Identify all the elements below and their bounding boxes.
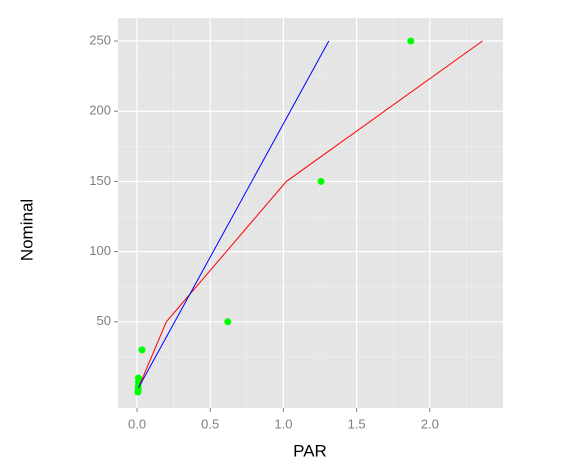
x-tick-label: 2.0 bbox=[421, 416, 439, 431]
panel bbox=[118, 18, 503, 408]
point bbox=[317, 177, 325, 185]
line bbox=[138, 40, 330, 389]
y-tick-label: 100 bbox=[89, 243, 111, 258]
x-tick-label: 0.0 bbox=[128, 416, 146, 431]
point bbox=[407, 37, 415, 45]
point bbox=[224, 318, 232, 326]
x-tick-label: 1.5 bbox=[348, 416, 366, 431]
x-tick-label: 0.5 bbox=[201, 416, 219, 431]
y-axis-label: Nominal bbox=[17, 199, 36, 261]
marks bbox=[134, 37, 483, 396]
grid bbox=[118, 18, 503, 408]
y-tick-label: 250 bbox=[89, 32, 111, 47]
y-tick-label: 50 bbox=[97, 313, 111, 328]
x-tick-label: 1.0 bbox=[274, 416, 292, 431]
y-tick-label: 200 bbox=[89, 103, 111, 118]
point bbox=[134, 388, 142, 396]
point bbox=[138, 346, 146, 354]
line bbox=[138, 40, 483, 388]
y-tick-label: 150 bbox=[89, 173, 111, 188]
x-axis-label: PAR bbox=[293, 441, 327, 460]
